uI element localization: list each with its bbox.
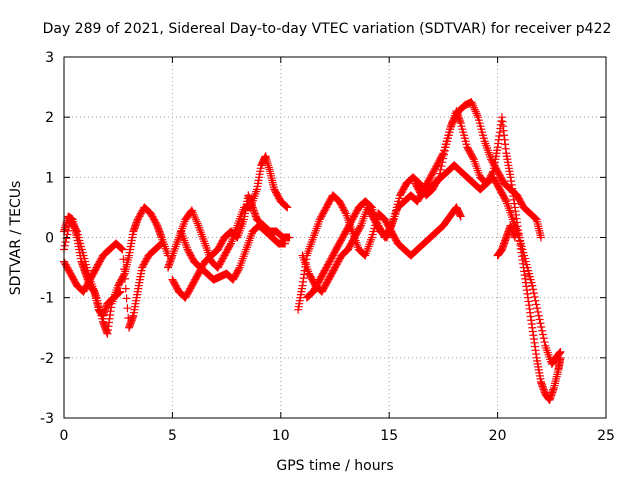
series-trace-d bbox=[164, 152, 292, 272]
data-point-trace-j-147 bbox=[530, 292, 539, 301]
data-point-trace-b-128 bbox=[157, 239, 166, 248]
series-trace-j bbox=[411, 161, 565, 368]
data-point-trace-g-208 bbox=[456, 212, 465, 221]
data-point-trace-j-158 bbox=[539, 334, 548, 343]
series-trace-f bbox=[177, 221, 290, 284]
data-point-trace-h-211 bbox=[470, 103, 479, 112]
tick-labels: 0 5 10 15 20 25 -3 -2 -1 0 1 2 3 bbox=[40, 50, 615, 444]
data-point-trace-j-111 bbox=[501, 195, 510, 204]
data-point-trace-j-144 bbox=[528, 281, 537, 290]
data-point-trace-b-74 bbox=[120, 265, 129, 274]
y-tick-label--3: -3 bbox=[40, 411, 54, 427]
data-point-trace-f-71 bbox=[234, 265, 243, 274]
grid-lines bbox=[64, 57, 606, 418]
data-point-trace-j-155 bbox=[537, 322, 546, 331]
data-point-trace-j-146 bbox=[529, 289, 538, 298]
x-tick-label-10: 10 bbox=[272, 428, 290, 444]
data-point-trace-d-34 bbox=[189, 210, 198, 219]
data-point-trace-h-212 bbox=[470, 105, 479, 114]
data-point-trace-i-167 bbox=[438, 150, 447, 159]
x-tick-label-0: 0 bbox=[60, 428, 69, 444]
data-point-trace-b-77 bbox=[122, 294, 131, 303]
series-trace-b bbox=[60, 239, 166, 332]
data-point-trace-j-151 bbox=[533, 307, 542, 316]
y-tick-label-3: 3 bbox=[45, 50, 54, 66]
y-tick-label-1: 1 bbox=[45, 170, 54, 186]
data-point-trace-d-160 bbox=[283, 203, 292, 212]
data-point-trace-i-207 bbox=[468, 153, 477, 162]
data-point-trace-a-2 bbox=[61, 238, 70, 247]
data-point-trace-b-78 bbox=[123, 304, 132, 313]
data-point-trace-j-157 bbox=[538, 330, 547, 339]
data-point-trace-j-154 bbox=[536, 319, 545, 328]
data-point-trace-h-213 bbox=[471, 107, 480, 116]
x-tick-label-25: 25 bbox=[597, 428, 615, 444]
y-tick-label--2: -2 bbox=[40, 351, 54, 367]
axis-ticks bbox=[63, 56, 607, 419]
data-point-trace-b-76 bbox=[121, 284, 130, 293]
series-trace-g bbox=[294, 191, 465, 314]
data-point-trace-d-36 bbox=[191, 213, 200, 222]
data-point-trace-a-1 bbox=[60, 241, 69, 250]
data-point-trace-e-152 bbox=[285, 233, 294, 242]
x-axis-label: GPS time / hours bbox=[276, 458, 393, 474]
data-point-trace-d-35 bbox=[190, 212, 199, 221]
x-tick-label-5: 5 bbox=[168, 428, 177, 444]
data-point-trace-d-39 bbox=[193, 219, 202, 228]
data-point-trace-j-150 bbox=[533, 304, 542, 313]
data-point-trace-d-79 bbox=[226, 241, 235, 250]
chart-title: Day 289 of 2021, Sidereal Day-to-day VTE… bbox=[43, 21, 612, 37]
data-points bbox=[60, 98, 565, 404]
y-axis-label: SDTVAR / TECUs bbox=[8, 181, 24, 296]
data-point-trace-d-37 bbox=[191, 215, 200, 224]
data-point-trace-b-75 bbox=[120, 274, 129, 283]
data-point-trace-j-149 bbox=[532, 300, 541, 309]
data-point-trace-g-63 bbox=[341, 207, 350, 216]
series-trace-k bbox=[493, 221, 519, 260]
data-point-trace-f-128 bbox=[281, 239, 290, 248]
data-point-trace-h-215 bbox=[473, 111, 482, 120]
data-point-trace-b-72 bbox=[118, 245, 127, 254]
data-point-trace-b-126 bbox=[155, 241, 164, 250]
data-point-trace-d-33 bbox=[188, 208, 197, 217]
series-trace-c bbox=[60, 212, 125, 320]
data-point-trace-d-158 bbox=[281, 201, 290, 210]
data-point-trace-j-159 bbox=[540, 338, 549, 347]
data-point-trace-j-153 bbox=[535, 315, 544, 324]
data-point-trace-h-208 bbox=[467, 98, 476, 107]
data-point-trace-b-70 bbox=[116, 244, 125, 253]
data-point-trace-i-103 bbox=[386, 222, 395, 231]
data-point-trace-j-156 bbox=[538, 326, 547, 335]
data-point-trace-h-209 bbox=[468, 100, 477, 109]
x-tick-label-15: 15 bbox=[380, 428, 398, 444]
data-point-trace-h-210 bbox=[469, 101, 478, 110]
data-point-trace-j-145 bbox=[529, 285, 538, 294]
data-point-trace-h-214 bbox=[472, 109, 481, 118]
data-point-trace-j-148 bbox=[531, 296, 540, 305]
y-tick-label-2: 2 bbox=[45, 110, 54, 126]
data-point-trace-d-32 bbox=[187, 206, 196, 215]
data-point-trace-c-94 bbox=[114, 289, 123, 298]
data-point-trace-b-73 bbox=[119, 255, 128, 264]
data-point-trace-h-296 bbox=[536, 233, 545, 242]
series-trace-e bbox=[168, 191, 294, 302]
data-point-trace-j-184 bbox=[556, 347, 565, 356]
y-tick-label-0: 0 bbox=[45, 231, 54, 247]
x-tick-label-20: 20 bbox=[489, 428, 507, 444]
data-point-trace-k-32 bbox=[510, 233, 519, 242]
data-point-trace-j-152 bbox=[534, 311, 543, 320]
data-point-trace-d-159 bbox=[282, 202, 291, 211]
data-point-trace-d-38 bbox=[192, 217, 201, 226]
data-point-trace-c-95 bbox=[115, 288, 124, 297]
data-point-trace-h-71 bbox=[356, 222, 365, 231]
data-point-trace-b-127 bbox=[156, 240, 165, 249]
data-point-trace-b-71 bbox=[117, 244, 126, 253]
y-tick-label--1: -1 bbox=[40, 291, 54, 307]
data-point-trace-c-96 bbox=[116, 287, 125, 296]
